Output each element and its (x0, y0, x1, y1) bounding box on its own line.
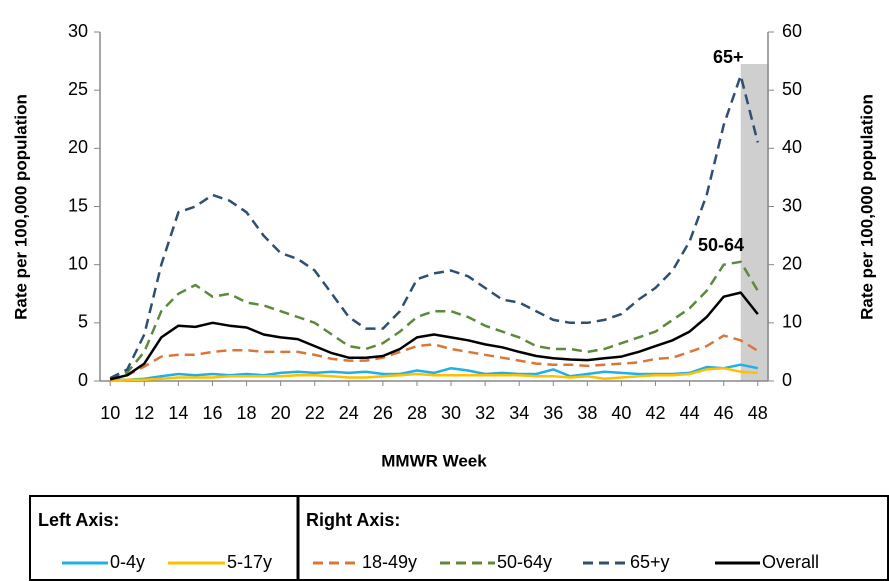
y-tick-label: 20 (68, 137, 88, 157)
x-tick-label: 16 (202, 403, 222, 423)
legend-box (29, 495, 889, 581)
y-tick-label: 25 (68, 79, 88, 99)
legend-label: 18-49y (362, 552, 417, 572)
x-tick-label: 10 (100, 403, 120, 423)
y-tick-label: 30 (68, 21, 88, 41)
y2-tick-label: 30 (782, 195, 802, 215)
series-line (109, 334, 759, 382)
y-tick-label: 15 (68, 195, 88, 215)
x-tick-label: 46 (714, 403, 734, 423)
x-tick-label: 44 (680, 403, 700, 423)
y2-tick-label: 60 (782, 21, 802, 41)
x-tick-label: 34 (509, 403, 529, 423)
legend-label: 0-4y (110, 552, 145, 572)
x-tick-label: 18 (237, 403, 257, 423)
legend-heading: Left Axis: (38, 510, 119, 530)
x-tick-label: 36 (543, 403, 563, 423)
legend-label: Overall (762, 552, 819, 572)
legend-label: 65+y (630, 552, 670, 572)
series-line (109, 74, 760, 380)
legend-label: 5-17y (227, 552, 272, 572)
y-tick-label: 5 (78, 312, 88, 332)
legend-heading: Right Axis: (306, 510, 400, 530)
y-axis-title: Rate per 100,000 population (11, 94, 30, 320)
y2-tick-label: 10 (782, 312, 802, 332)
series-line (109, 260, 759, 381)
x-tick-label: 20 (271, 403, 291, 423)
x-tick-label: 28 (407, 403, 427, 423)
y-tick-label: 0 (78, 370, 88, 390)
x-tick-label: 40 (611, 403, 631, 423)
x-tick-label: 48 (748, 403, 768, 423)
x-tick-label: 38 (577, 403, 597, 423)
series-line (110, 366, 758, 383)
x-tick-label: 32 (475, 403, 495, 423)
series-line (110, 363, 759, 382)
y-tick-label: 10 (68, 253, 88, 273)
x-axis-title: MMWR Week (381, 451, 487, 470)
x-tick-label: 24 (339, 403, 359, 423)
x-tick-label: 22 (305, 403, 325, 423)
series-line (109, 291, 759, 381)
annotation: 50-64 (698, 235, 744, 255)
y2-tick-label: 0 (782, 370, 792, 390)
y2-tick-label: 40 (782, 137, 802, 157)
highlight-band (740, 64, 769, 381)
x-tick-label: 26 (373, 403, 393, 423)
y2-axis-title: Rate per 100,000 population (857, 94, 876, 320)
x-tick-label: 42 (646, 403, 666, 423)
legend-label: 50-64y (497, 552, 552, 572)
x-tick-label: 12 (134, 403, 154, 423)
x-tick-label: 30 (441, 403, 461, 423)
y2-tick-label: 50 (782, 79, 802, 99)
annotation: 65+ (713, 47, 744, 67)
x-tick-label: 14 (168, 403, 188, 423)
y2-tick-label: 20 (782, 253, 802, 273)
